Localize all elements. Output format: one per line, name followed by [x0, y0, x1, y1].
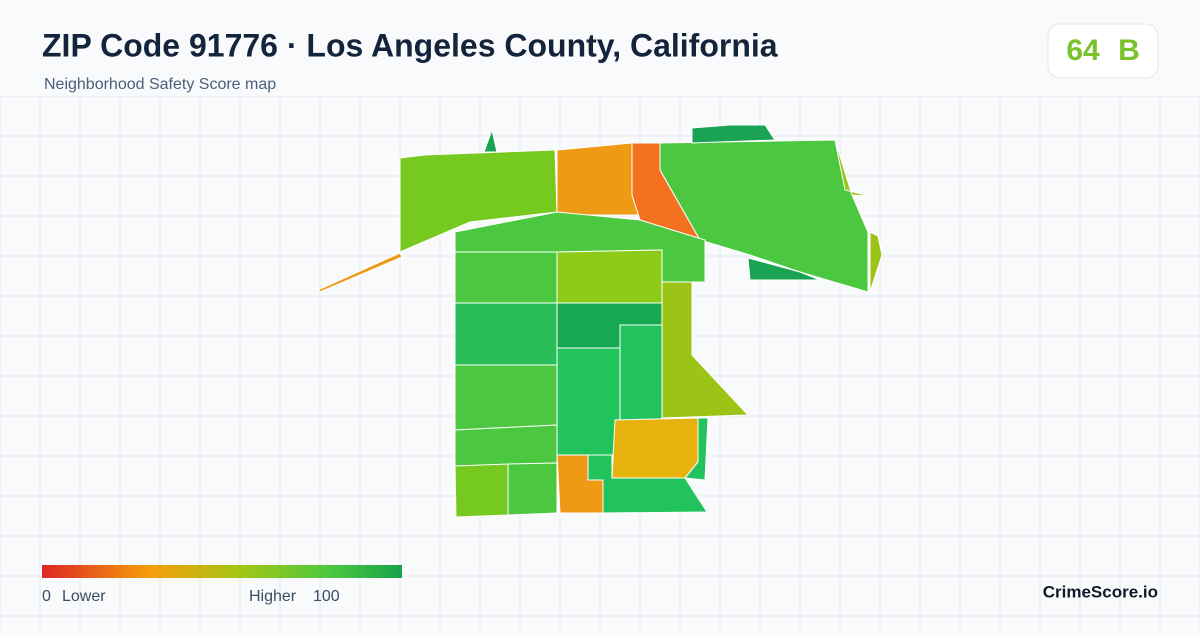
area: [619, 324, 663, 421]
area: [556, 249, 663, 304]
grade: B: [1118, 34, 1140, 67]
area: [317, 252, 403, 293]
area: [454, 364, 558, 431]
area: [507, 462, 558, 516]
area: [454, 424, 558, 467]
area: [747, 257, 821, 281]
legend-min: 0: [42, 588, 51, 605]
legend-bar: [42, 565, 402, 578]
area: [454, 463, 509, 518]
area: [684, 417, 709, 481]
area: [454, 251, 558, 304]
header-bg: [0, 0, 1200, 96]
legend-low-label: Lower: [62, 588, 106, 605]
area: [454, 302, 558, 366]
title: ZIP Code 91776 · Los Angeles County, Cal…: [42, 27, 778, 63]
area: [611, 417, 699, 479]
brand: CrimeScore.io: [1043, 582, 1158, 601]
area: [661, 281, 750, 419]
area: [587, 454, 708, 514]
legend-max: 100: [313, 588, 340, 605]
score: 64: [1066, 34, 1100, 67]
area: [483, 128, 498, 153]
area: [556, 347, 621, 456]
area: [556, 142, 641, 216]
grid: [0, 95, 1200, 630]
area: [691, 124, 776, 144]
map: [317, 124, 883, 518]
subtitle: Neighborhood Safety Score map: [44, 76, 276, 93]
score-badge: [1047, 23, 1159, 79]
area: [834, 139, 883, 293]
legend-high-label: Higher: [249, 588, 297, 605]
